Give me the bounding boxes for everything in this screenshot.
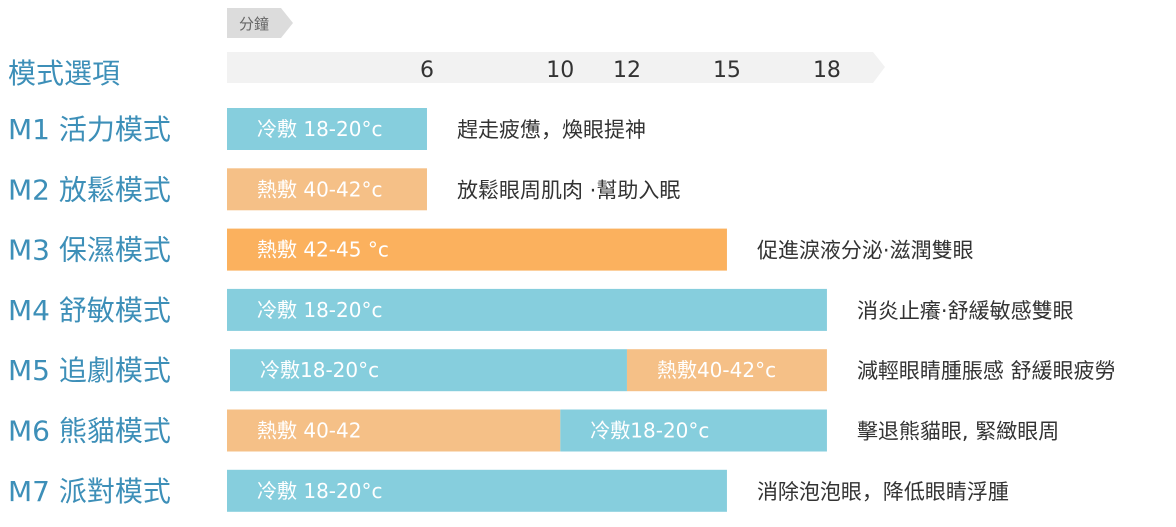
bar-segment bbox=[227, 228, 727, 271]
bar-label: 熱敷 42-45 °c bbox=[257, 238, 389, 262]
mode-label: M3 保濕模式 bbox=[8, 234, 171, 267]
mode-description: 擊退熊貓眼, 緊緻眼周 bbox=[857, 420, 1059, 444]
mode-description: 促進淚液分泌·滋潤雙眼 bbox=[757, 239, 974, 263]
axis-band bbox=[227, 52, 885, 83]
mode-label: M7 派對模式 bbox=[8, 475, 171, 508]
bar-label: 熱敷 40-42 bbox=[257, 419, 361, 443]
mode-description: 減輕眼睛腫脹感 舒緩眼疲勞 bbox=[857, 359, 1116, 383]
tick-label: 12 bbox=[613, 58, 641, 83]
mode-label: M4 舒敏模式 bbox=[8, 294, 171, 327]
mode-description: 放鬆眼周肌肉 ·幫助入眠 bbox=[457, 178, 680, 202]
bar-label: 冷敷 18-20°c bbox=[257, 298, 382, 322]
tick-label: 6 bbox=[420, 58, 434, 83]
unit-tab bbox=[227, 8, 293, 38]
bar-segment bbox=[227, 469, 727, 512]
tick-label: 10 bbox=[546, 58, 574, 83]
mode-label: M5 追劇模式 bbox=[8, 354, 171, 387]
bar-segment bbox=[227, 108, 427, 150]
mode-description: 趕走疲憊，煥眼提神 bbox=[457, 118, 646, 142]
bar-label: 冷敷 18-20°c bbox=[257, 117, 382, 141]
header-label: 模式選項 bbox=[8, 57, 120, 90]
bar-segment bbox=[227, 288, 827, 331]
bar-label: 熱敷 40-42°c bbox=[257, 177, 382, 201]
bar-label: 熱敷40-42°c bbox=[657, 358, 776, 382]
mode-label: M1 活力模式 bbox=[8, 113, 171, 146]
bar-segment bbox=[227, 409, 561, 452]
bar-label: 冷敷 18-20°c bbox=[257, 479, 382, 503]
bar-segment bbox=[227, 168, 427, 211]
bar-label: 冷敷18-20°c bbox=[590, 419, 709, 443]
tick-label: 15 bbox=[713, 58, 741, 83]
bar-label: 冷敷18-20°c bbox=[260, 358, 379, 382]
mode-description: 消炎止癢·舒緩敏感雙眼 bbox=[857, 299, 1074, 323]
unit-label: 分鐘 bbox=[239, 15, 269, 33]
mode-description: 消除泡泡眼，降低眼睛浮腫 bbox=[757, 480, 1009, 504]
tick-label: 18 bbox=[813, 58, 841, 83]
mode-label: M2 放鬆模式 bbox=[8, 173, 171, 206]
bar-segment bbox=[230, 349, 627, 392]
bar-segment bbox=[626, 349, 827, 392]
bar-segment bbox=[560, 409, 827, 452]
mode-label: M6 熊貓模式 bbox=[8, 415, 171, 448]
